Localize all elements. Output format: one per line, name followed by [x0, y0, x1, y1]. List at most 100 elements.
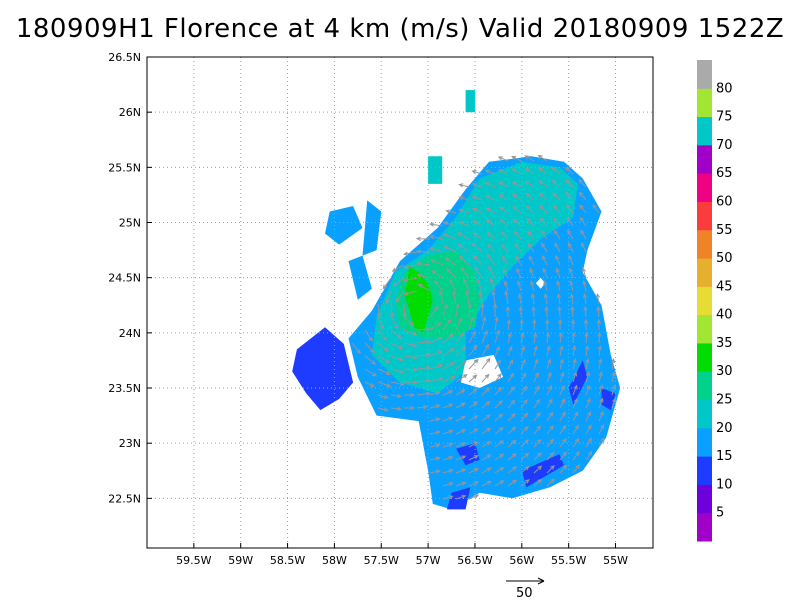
colorbar-swatch: [697, 314, 712, 344]
wind-vector-arrow: [438, 290, 444, 305]
wind-vector-arrow: [494, 400, 503, 409]
wind-vector-arrow: [442, 455, 454, 461]
wind-vector-arrow: [583, 305, 588, 318]
wind-vector-arrow: [533, 385, 540, 396]
wind-vector-arrow: [572, 397, 578, 409]
y-tick-label: 24.5N: [108, 272, 141, 285]
wind-vector-arrow: [544, 305, 549, 318]
wind-vector-arrow: [546, 464, 555, 474]
wind-vector-arrow: [442, 469, 454, 474]
wind-vector-arrow: [416, 365, 432, 371]
wind-vector-arrow: [486, 231, 496, 240]
wind-vector-arrow: [567, 242, 574, 253]
wind-speed-colorbar: 5 10 15 20 25 30 35 40 45 50 55 60 65 70 75 80: [697, 60, 733, 542]
wind-vector-arrow: [377, 381, 392, 388]
wind-vector-arrow: [582, 280, 587, 292]
wind-vector-arrow: [512, 218, 522, 227]
wind-speed-region: [521, 454, 564, 488]
wind-vector-arrow: [518, 305, 523, 318]
wind-vector-arrow: [468, 428, 479, 435]
wind-vector-arrow: [526, 217, 535, 227]
wind-vector-arrow: [481, 427, 492, 435]
wind-vector-arrow: [585, 437, 592, 448]
y-tick-label: 26N: [119, 106, 141, 119]
x-tick-label: 58W: [322, 554, 347, 567]
wind-vector-arrow: [532, 318, 537, 331]
wind-vector-arrow: [520, 439, 530, 448]
wind-vector-arrow: [485, 207, 496, 214]
colorbar-label: 50: [716, 251, 733, 266]
wind-vector-arrow: [455, 416, 467, 422]
colorbar-label: 25: [716, 393, 733, 408]
wind-vector-arrow: [578, 191, 587, 201]
wind-vector-arrow: [403, 367, 419, 372]
wind-vector-arrow: [377, 355, 391, 364]
wind-vector-arrow: [552, 192, 561, 201]
colorbar-swatch: [697, 173, 712, 202]
colorbar-label: 45: [716, 279, 733, 294]
wind-vector-arrow: [597, 344, 602, 357]
wind-vector-arrow: [503, 267, 509, 279]
colorbar-label: 55: [716, 223, 733, 238]
wind-vector-arrow: [478, 290, 483, 305]
wind-vector-arrow: [545, 318, 550, 331]
wind-vector-arrow: [395, 290, 405, 303]
colorbar-label: 15: [716, 449, 733, 464]
wind-vector-arrow: [546, 371, 552, 383]
no-data-gap: [535, 277, 546, 289]
wind-vector-arrow: [429, 430, 441, 435]
wind-vector-arrow: [531, 305, 536, 318]
wind-vector-arrow: [481, 329, 488, 344]
wind-vector-arrow: [598, 410, 604, 422]
wind-vector-arrow: [501, 255, 509, 266]
wind-vector-arrow: [364, 368, 378, 377]
wind-vector-arrow: [572, 451, 580, 461]
wind-vector-arrow: [455, 389, 466, 396]
wind-vector-arrow: [494, 453, 505, 461]
wind-vector-arrow: [455, 494, 467, 500]
wind-vector-arrow: [403, 316, 415, 327]
plot-frame: [146, 56, 654, 549]
wind-vector-arrow: [511, 168, 522, 175]
wind-vector-arrow: [468, 358, 479, 370]
wind-vector-arrow: [571, 331, 576, 344]
wind-vector-arrow: [471, 242, 483, 253]
wind-vector-arrow: [582, 292, 588, 305]
wind-vector-arrow: [377, 342, 390, 352]
wind-vector-arrow: [507, 399, 516, 409]
wind-vector-arrow: [546, 345, 551, 357]
wind-vector-arrow: [520, 372, 527, 383]
wind-vector-arrow: [507, 426, 517, 435]
wind-vector-arrow: [458, 255, 470, 266]
wind-vector-arrow: [533, 345, 538, 357]
colorbar-label: 35: [716, 336, 733, 351]
wind-vector-arrow: [595, 292, 601, 305]
wind-vector-arrow: [429, 336, 443, 344]
wind-vector-arrow: [468, 481, 480, 487]
wind-vector-arrow: [455, 345, 467, 357]
wind-vector-arrow: [611, 384, 616, 396]
wind-vector-arrow: [481, 414, 491, 422]
wind-vector-arrow: [463, 278, 470, 292]
wind-vector-arrow: [442, 495, 454, 500]
wind-vector-arrow: [558, 331, 563, 344]
wind-vector-arrow: [539, 217, 548, 227]
wind-vector-arrow: [456, 232, 470, 240]
wind-vector-arrow: [488, 265, 496, 279]
wind-vector-arrow: [403, 264, 418, 269]
wind-speed-region: [404, 266, 433, 333]
longitude-axis: 59.5W 59W 58.5W 58W 57.5W 57W 56.5W 56W 55.5W 55W: [176, 543, 628, 567]
wind-vector-arrow: [546, 438, 555, 448]
wind-vector-arrow: [415, 236, 431, 242]
colorbar-label: 40: [716, 308, 733, 323]
wind-vector-arrow: [416, 273, 431, 279]
reference-vector-arrowhead: [537, 577, 545, 585]
wind-vector-arrow: [494, 466, 505, 474]
wind-speed-region: [325, 206, 363, 245]
wind-vector-arrow: [570, 318, 576, 331]
wind-vector-arrow: [468, 344, 478, 357]
wind-vector-arrow: [539, 204, 548, 214]
wind-vector-arrow: [472, 220, 483, 227]
wind-vector-arrow: [471, 208, 483, 214]
wind-vector-arrow: [546, 411, 554, 422]
